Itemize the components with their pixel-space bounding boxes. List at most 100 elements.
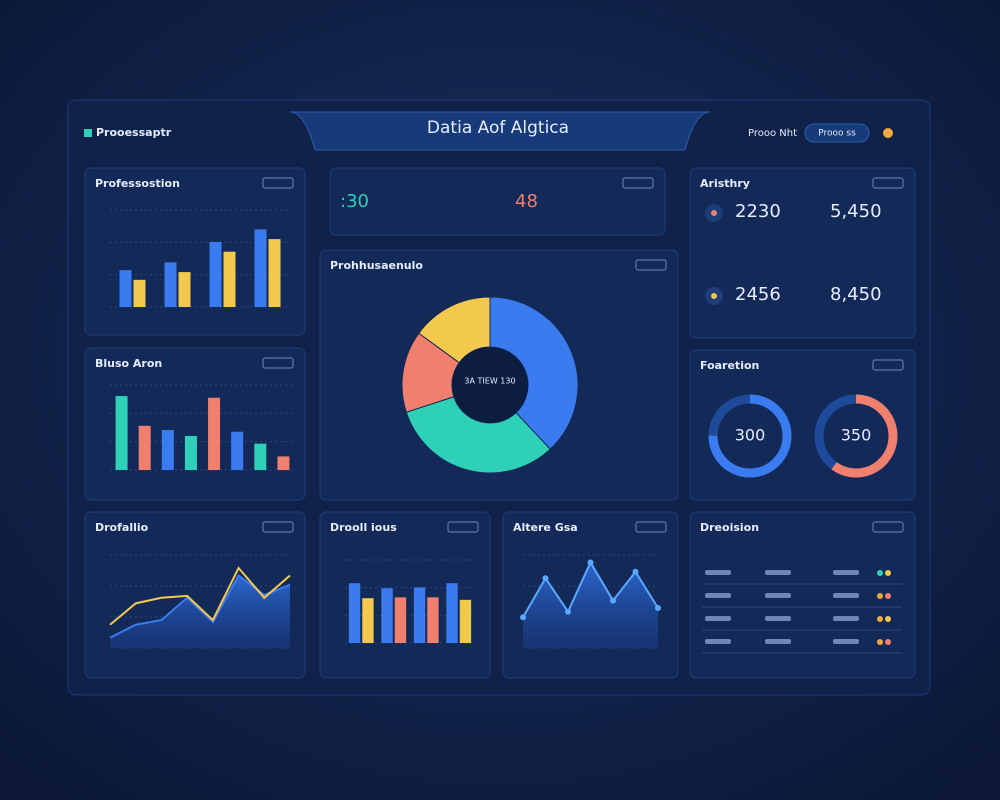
panel-title: Drofallio (95, 521, 149, 534)
pie-center-label: 3A TIEW 130 (464, 377, 515, 386)
dot (885, 616, 891, 622)
panel-title: Foaretion (700, 359, 759, 372)
dot (877, 616, 883, 622)
bar (209, 242, 222, 307)
panel-tag (262, 521, 294, 533)
bar (161, 430, 174, 470)
stat-value: 2456 (735, 284, 781, 305)
point (655, 605, 661, 612)
kpi-value: 48 (515, 191, 538, 212)
stat-icon (705, 287, 723, 305)
stat-value: 2230 (735, 201, 781, 222)
pie-hole (452, 347, 528, 423)
bar (446, 583, 458, 643)
bar (427, 597, 439, 643)
dot (885, 639, 891, 645)
bar (362, 598, 374, 643)
cell (765, 593, 791, 598)
panel-tag (635, 259, 667, 271)
panel-tag (635, 521, 667, 533)
cell (765, 639, 791, 644)
stat-value: 5,450 (830, 201, 882, 222)
point (565, 608, 571, 615)
icon (883, 128, 893, 138)
point (587, 559, 594, 566)
ring-value: 300 (735, 426, 766, 445)
bar (138, 425, 151, 470)
dot (877, 570, 883, 576)
ring-arc (708, 394, 792, 478)
area (110, 575, 290, 648)
bar (231, 431, 244, 470)
bar (164, 262, 177, 307)
bar (115, 396, 128, 470)
cell (705, 593, 731, 598)
panel (689, 167, 916, 339)
panel-tag (447, 521, 479, 533)
bar (178, 272, 191, 307)
panel-tag (262, 177, 294, 189)
bar (394, 597, 407, 643)
pie-slice (418, 296, 491, 364)
bar (277, 456, 290, 470)
button[interactable] (804, 123, 870, 143)
area (523, 562, 658, 648)
panel-title: Bluso Aron (95, 357, 162, 370)
bar (413, 587, 426, 643)
bar (223, 251, 236, 307)
title: Datia Aof Algtica (427, 118, 569, 138)
cell (765, 616, 791, 621)
cell (705, 616, 731, 621)
cell (705, 639, 731, 644)
panel-title: Altere Gsa (513, 521, 578, 534)
panel-tag (262, 357, 294, 369)
panel-title: Dreoision (700, 521, 759, 534)
dot (877, 639, 883, 645)
bar (184, 436, 197, 470)
cell (833, 593, 859, 598)
stat-icon (705, 204, 723, 222)
point (632, 568, 639, 575)
panel (689, 349, 916, 501)
point (542, 575, 549, 582)
bar (268, 239, 281, 307)
cell (833, 570, 859, 575)
panel (329, 167, 666, 236)
bar (254, 229, 267, 307)
point (520, 614, 526, 621)
dot (885, 593, 891, 599)
bar (459, 599, 472, 643)
kpi-value: :30 (340, 191, 369, 212)
bar (119, 270, 132, 307)
panel (319, 511, 491, 679)
bar (254, 443, 267, 470)
cell (705, 570, 731, 575)
user: Prooo Nht (748, 128, 797, 139)
cell (833, 616, 859, 621)
logo (84, 129, 92, 137)
brand: Prooessaptr (96, 126, 172, 139)
panel (689, 511, 916, 679)
panel-tag (872, 521, 904, 533)
panel-tag (872, 359, 904, 371)
stat-value: 8,450 (830, 284, 882, 305)
cell (765, 570, 791, 575)
bar (133, 279, 146, 307)
point (610, 597, 616, 604)
panel-title: Professostion (95, 177, 180, 190)
panel-tag (872, 177, 904, 189)
ring-value: 350 (841, 426, 872, 445)
ring-arc (814, 394, 898, 478)
bar (381, 588, 393, 643)
bar (348, 583, 361, 643)
panel-title: Prohhusaenulo (330, 259, 423, 272)
button-label[interactable]: Prooo ss (818, 129, 856, 139)
panel-title: Drooll ious (330, 521, 397, 534)
dot (877, 593, 883, 599)
dot (885, 570, 891, 576)
bar (208, 397, 221, 470)
panel-title: Aristhry (700, 177, 750, 190)
line (109, 566, 291, 626)
